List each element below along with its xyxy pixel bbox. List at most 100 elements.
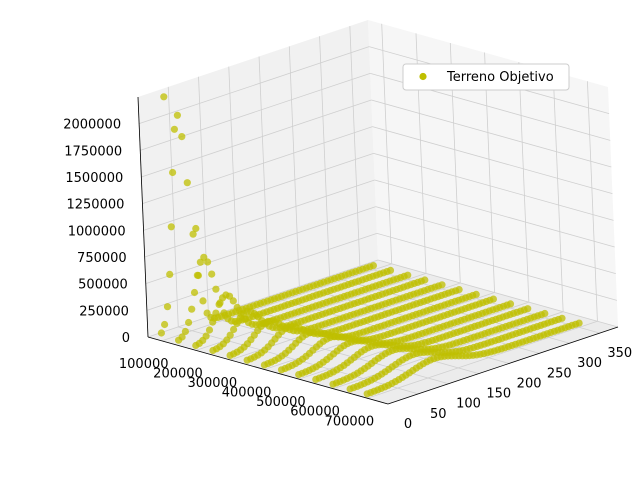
grid-line-y: [319, 36, 330, 277]
z-tick-label: 2000000: [63, 118, 121, 133]
grid-line-x: [484, 52, 495, 293]
data-point: [230, 325, 238, 334]
y-tick-label: 250: [547, 366, 572, 381]
data-point: [329, 380, 337, 388]
legend-label: Terreno Objetivo: [446, 70, 554, 85]
z-tick-label: 500000: [78, 278, 128, 293]
data-point: [226, 351, 234, 359]
y-tick-label: 350: [607, 346, 632, 361]
data-point: [166, 270, 174, 278]
data-point: [312, 375, 320, 383]
x-tick-label: 300000: [187, 376, 237, 391]
z-tick-label: 1000000: [68, 224, 126, 239]
grid-line-z: [376, 232, 617, 301]
data-point: [189, 230, 197, 238]
grid-line-z: [373, 152, 614, 221]
grid-line-y: [228, 66, 240, 307]
data-point: [181, 327, 189, 336]
axis-lines: [137, 96, 619, 405]
grid-line-z: [372, 126, 613, 195]
grid-line-z: [374, 179, 615, 248]
grid-line-z: [371, 99, 612, 168]
data-point: [169, 168, 177, 177]
grid-line-z: [143, 152, 374, 231]
y-tick-label: 100: [456, 397, 481, 412]
grid-line-x: [587, 81, 598, 322]
grid-line-z: [144, 179, 375, 258]
y-tick-label: 150: [486, 387, 511, 402]
z-axis-line: [137, 96, 149, 338]
z-tick-label: 1500000: [65, 171, 123, 186]
grid-line-y: [288, 46, 300, 287]
data-point: [188, 305, 196, 313]
data-point: [170, 125, 178, 133]
data-point: [218, 294, 227, 302]
tick-labels: 1000002000003000004000005000006000007000…: [63, 118, 632, 432]
grid-line-z: [375, 206, 616, 275]
grid-line-x: [381, 23, 393, 264]
data-point: [203, 309, 211, 317]
y-tick-label: 50: [430, 407, 447, 422]
data-point: [212, 309, 220, 317]
data-point: [236, 314, 244, 322]
x-axis-line: [147, 336, 389, 405]
data-point: [173, 111, 181, 119]
data-point: [192, 224, 200, 233]
grid-line-x: [518, 62, 530, 303]
data-point: [199, 297, 207, 305]
data-point: [163, 303, 172, 311]
z-tick-label: 1250000: [66, 198, 124, 213]
grid-line-z: [141, 99, 372, 178]
data-point: [224, 315, 232, 323]
data-point: [212, 285, 220, 293]
data-point: [157, 329, 165, 337]
grid-line-y: [258, 56, 270, 297]
grid-line-z: [145, 206, 376, 285]
x-tick-label: 200000: [153, 366, 203, 381]
data-point: [295, 371, 303, 379]
legend-marker-icon: [419, 72, 427, 81]
grid-line-x: [161, 263, 392, 342]
side-pane: [138, 20, 378, 337]
data-point: [363, 390, 371, 398]
y-tick-label: 200: [517, 377, 542, 392]
data-point: [220, 309, 228, 317]
z-tick-label: 250000: [79, 304, 129, 319]
grid-line-y: [349, 26, 361, 267]
grid-line-x: [367, 320, 598, 399]
data-point: [167, 223, 175, 231]
grid-line-z: [138, 46, 370, 125]
data-point: [178, 133, 186, 141]
data-point: [205, 326, 214, 334]
grid-line-z: [377, 259, 619, 328]
data-point: [175, 336, 183, 344]
x-tick-label: 600000: [290, 405, 340, 420]
x-tick-label: 700000: [325, 414, 375, 429]
grid-line-x: [552, 71, 564, 312]
data-point: [209, 318, 217, 326]
grid-line-z: [146, 232, 378, 311]
data-point: [161, 320, 169, 329]
x-tick-label: 500000: [256, 395, 306, 410]
data-point: [185, 318, 193, 327]
data-points: [157, 93, 583, 398]
data-point: [346, 385, 354, 393]
data-point: [215, 300, 223, 308]
data-point: [243, 356, 251, 364]
y-axis-line: [387, 326, 619, 405]
data-point: [233, 319, 241, 328]
grid-line-y: [167, 86, 179, 327]
data-point: [209, 346, 217, 355]
data-point: [208, 270, 216, 278]
x-tick-label: 100000: [119, 357, 169, 372]
y-tick-label: 0: [404, 417, 412, 432]
data-point: [196, 258, 204, 266]
data-point: [233, 303, 241, 311]
data-point: [160, 93, 168, 101]
z-tick-label: 750000: [77, 251, 127, 266]
legend-frame: [402, 63, 570, 91]
grid-line-y: [198, 76, 209, 317]
back-pane: [368, 20, 618, 327]
